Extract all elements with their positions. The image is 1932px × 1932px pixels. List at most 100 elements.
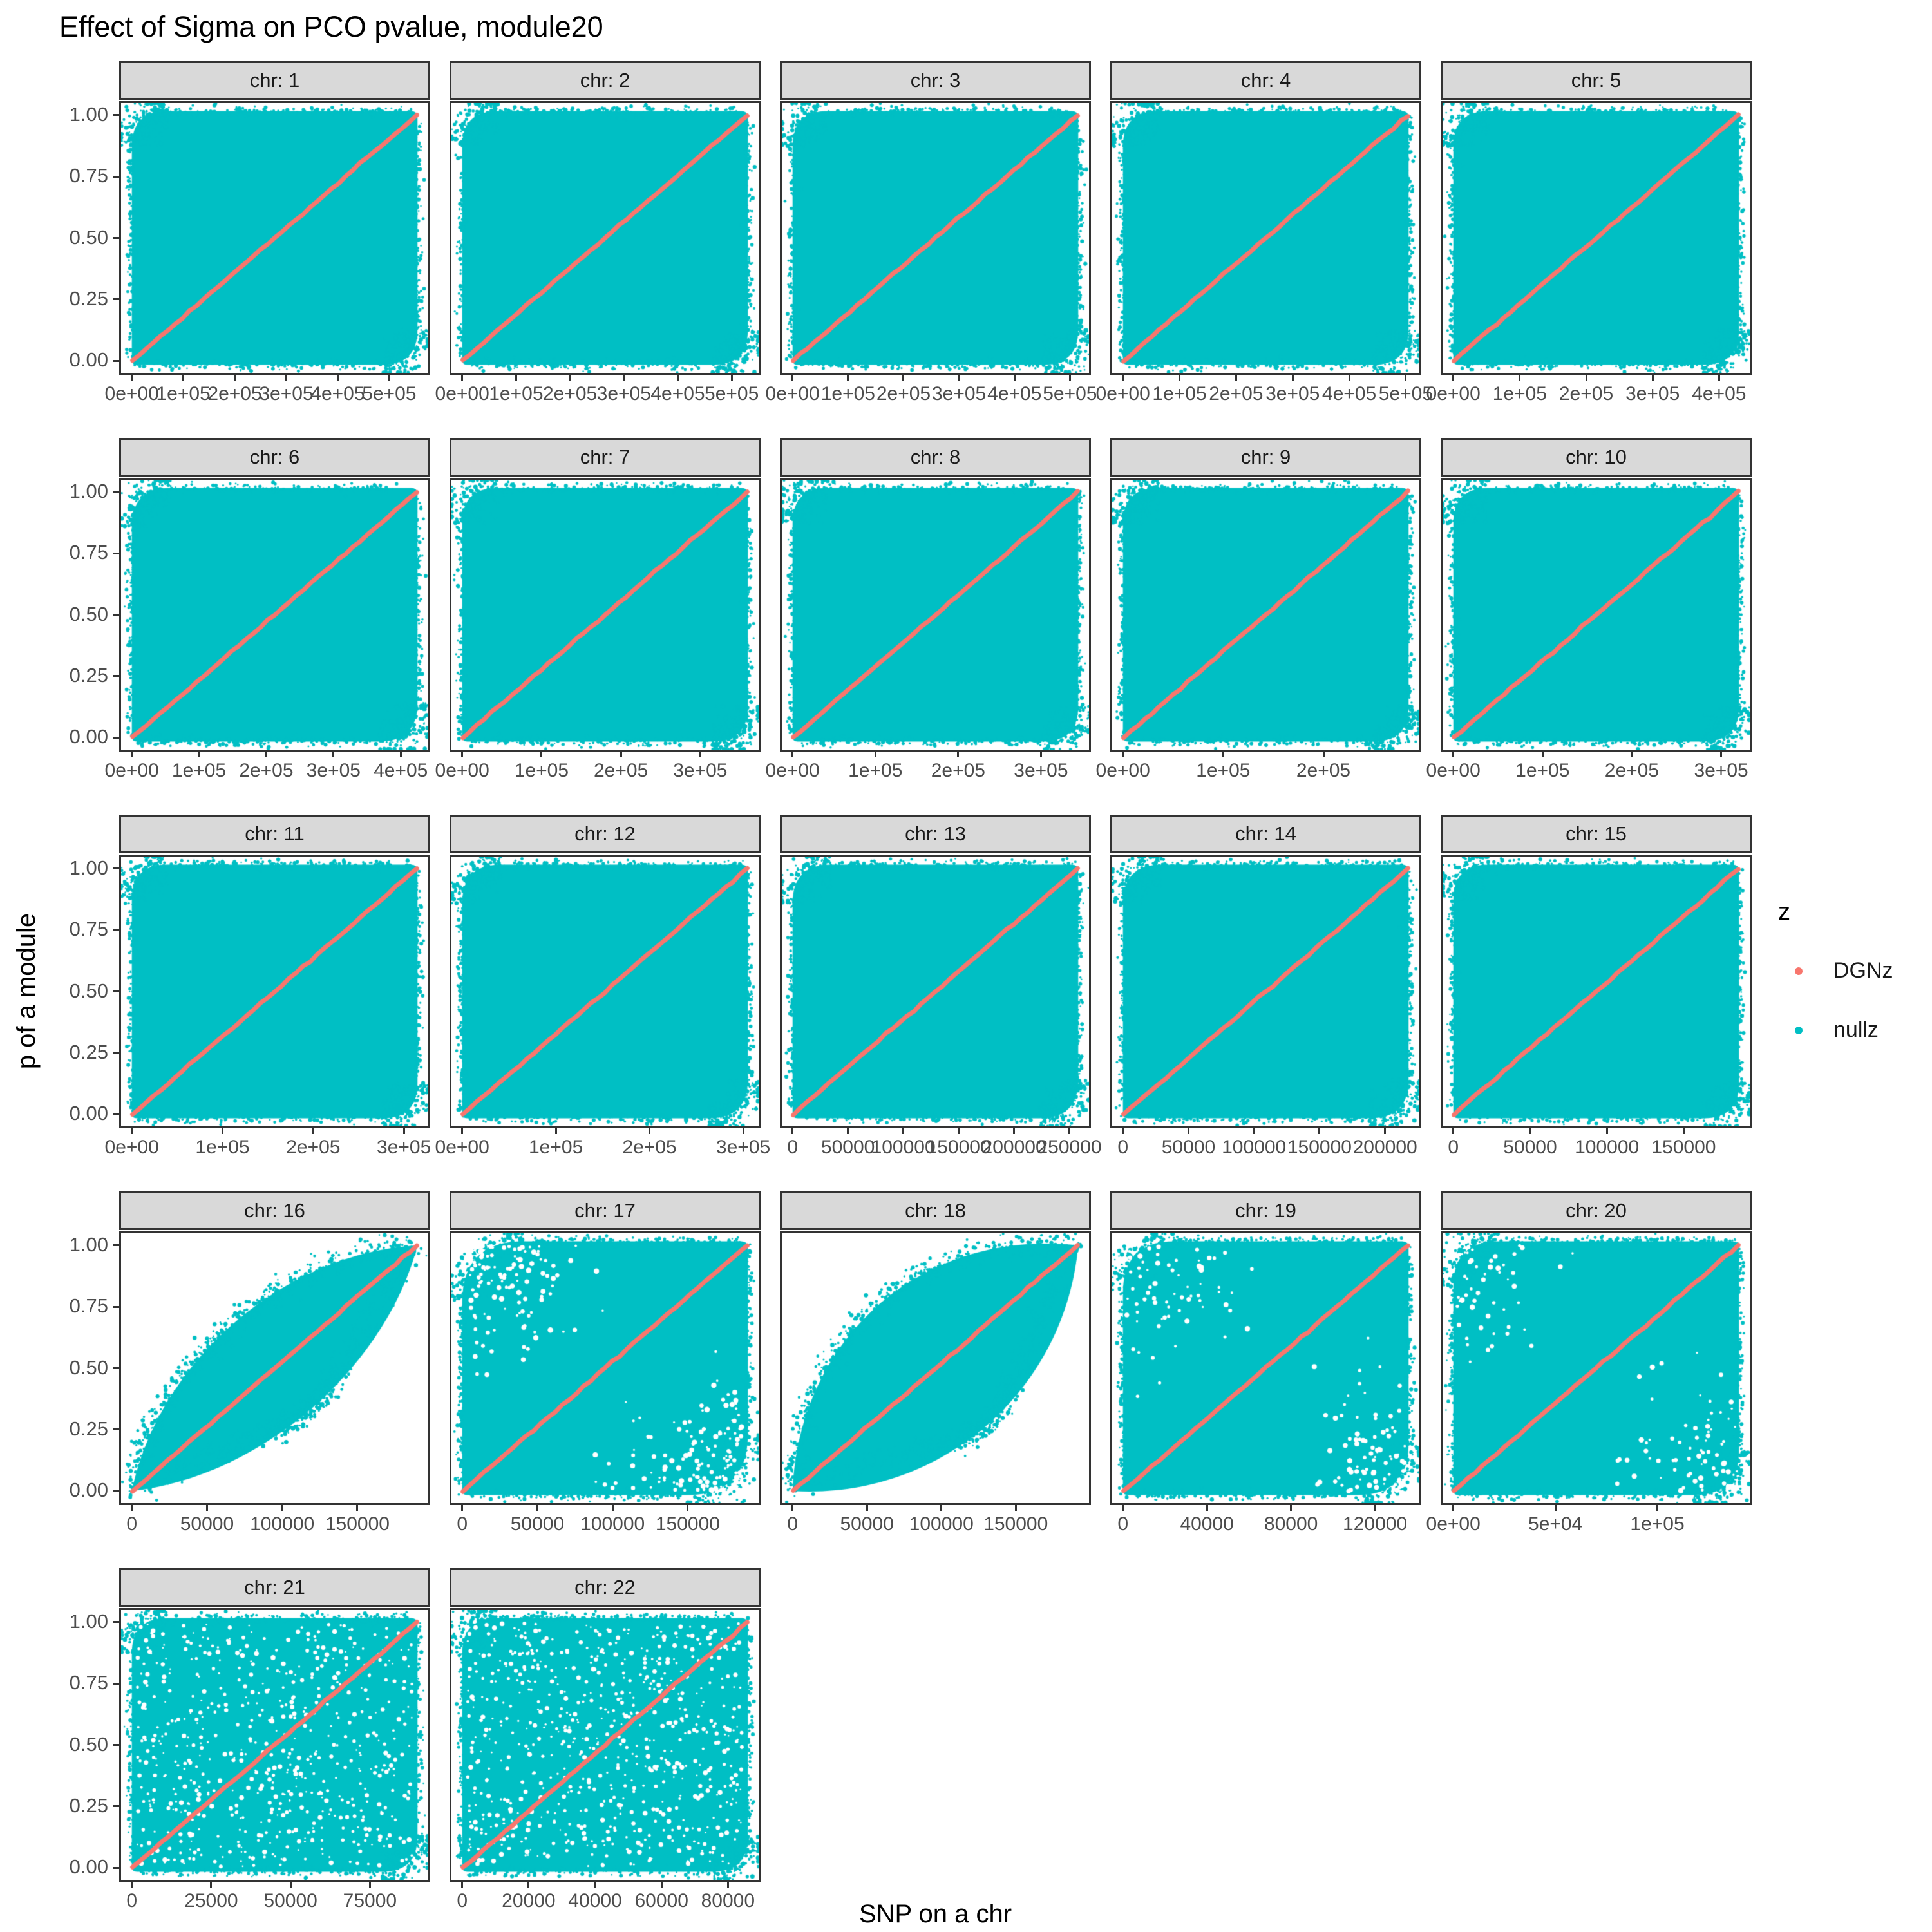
facet-strip: chr: 20 bbox=[1441, 1191, 1752, 1230]
x-tick-mark bbox=[265, 752, 267, 757]
x-tick-mark bbox=[1039, 752, 1042, 757]
y-tick-label: 0.50 bbox=[69, 1732, 108, 1756]
x-tick-mark bbox=[902, 1128, 905, 1134]
y-tick-mark bbox=[113, 114, 119, 117]
facet-16: chr: 16 0 50000 100000 150000 bbox=[119, 1191, 430, 1542]
x-tick-label: 5e+05 bbox=[1043, 383, 1097, 404]
x-tick-label: 0e+00 bbox=[1426, 383, 1481, 404]
y-tick-mark bbox=[113, 1052, 119, 1054]
x-axis-title: SNP on a chr bbox=[858, 1900, 1012, 1928]
facet-strip-label: chr: 14 bbox=[1235, 822, 1296, 845]
facet-strip-label: chr: 5 bbox=[1571, 69, 1622, 91]
x-tick-mark bbox=[131, 752, 133, 757]
scatter-canvas bbox=[121, 103, 428, 373]
x-tick-label: 0e+00 bbox=[1095, 760, 1150, 781]
scatter-canvas bbox=[782, 103, 1089, 373]
x-tick-label: 1e+05 bbox=[1152, 383, 1207, 404]
y-tick-label: 1.00 bbox=[69, 1609, 108, 1633]
scatter-canvas bbox=[121, 857, 428, 1126]
x-tick-mark bbox=[623, 375, 625, 381]
x-tick-mark bbox=[1014, 1505, 1017, 1511]
x-tick-label: 0e+00 bbox=[435, 383, 489, 404]
x-tick-label: 100000 bbox=[871, 1137, 936, 1158]
y-tick-label: 0.25 bbox=[69, 1794, 108, 1817]
x-tick-label: 0e+00 bbox=[435, 1137, 489, 1158]
x-tick-label: 0 bbox=[787, 1513, 799, 1535]
facet-10: chr: 10 0e+00 1e+05 2e+05 3e+05 bbox=[1426, 438, 1752, 789]
x-tick-label: 3e+05 bbox=[673, 760, 728, 781]
x-tick-mark bbox=[1122, 1505, 1124, 1511]
y-tick-mark bbox=[113, 298, 119, 301]
x-tick-mark bbox=[1253, 1128, 1255, 1134]
y-tick-mark bbox=[113, 1621, 119, 1624]
x-tick-mark bbox=[940, 1505, 943, 1511]
x-tick-mark bbox=[676, 375, 679, 381]
x-tick-label: 50000 bbox=[840, 1513, 894, 1535]
facet-strip: chr: 21 bbox=[119, 1568, 430, 1607]
x-tick-label: 2e+05 bbox=[931, 760, 985, 781]
facet-22: chr: 22 0 20000 40000 60000 80000 bbox=[450, 1568, 761, 1919]
x-tick-label: 50000 bbox=[510, 1513, 565, 1535]
x-tick-label: 2e+05 bbox=[594, 760, 649, 781]
y-tick-mark bbox=[113, 1682, 119, 1685]
x-tick-mark bbox=[461, 1505, 464, 1511]
x-tick-label: 75000 bbox=[343, 1890, 397, 1911]
scatter-canvas bbox=[1443, 480, 1750, 750]
x-tick-mark bbox=[554, 1128, 557, 1134]
x-tick-label: 50000 bbox=[180, 1513, 234, 1535]
y-tick-mark bbox=[113, 675, 119, 677]
facet-strip-label: chr: 9 bbox=[1240, 446, 1291, 468]
x-tick-mark bbox=[742, 1128, 744, 1134]
y-tick-label: 0.75 bbox=[69, 164, 108, 187]
x-tick-mark bbox=[866, 1505, 868, 1511]
x-tick-mark bbox=[234, 375, 236, 381]
scatter-panel bbox=[1110, 101, 1421, 375]
x-tick-mark bbox=[205, 1505, 208, 1511]
facet-21: chr: 21 0 25000 50000 75000 bbox=[119, 1568, 430, 1919]
x-tick-label: 100000 bbox=[580, 1513, 645, 1535]
facet-5: chr: 5 0e+00 1e+05 2e+05 3e+05 4e+05 bbox=[1426, 61, 1752, 412]
scatter-canvas bbox=[451, 857, 759, 1126]
y-tick-label: 0.50 bbox=[69, 1356, 108, 1379]
scatter-panel bbox=[1441, 1231, 1752, 1505]
x-tick-mark bbox=[1235, 375, 1237, 381]
facet-strip: chr: 2 bbox=[450, 61, 761, 100]
x-tick-label: 1e+05 bbox=[171, 760, 227, 781]
x-tick-mark bbox=[902, 375, 905, 381]
x-tick-label: 150000 bbox=[325, 1513, 390, 1535]
x-tick-label: 150000 bbox=[1287, 1137, 1352, 1158]
x-tick-mark bbox=[1605, 1128, 1608, 1134]
facet-strip: chr: 4 bbox=[1110, 61, 1421, 100]
scatter-panel bbox=[1441, 855, 1752, 1128]
x-tick-label: 80000 bbox=[701, 1890, 755, 1911]
x-tick-label: 100000 bbox=[1222, 1137, 1287, 1158]
x-tick-mark bbox=[332, 752, 335, 757]
scatter-panel bbox=[1441, 101, 1752, 375]
x-tick-mark bbox=[1322, 752, 1325, 757]
x-tick-label: 1e+05 bbox=[820, 383, 875, 404]
y-tick-mark bbox=[113, 736, 119, 739]
scatter-panel bbox=[1110, 1231, 1421, 1505]
x-tick-label: 3e+05 bbox=[715, 1137, 771, 1158]
x-tick-mark bbox=[1384, 1128, 1387, 1134]
x-tick-mark bbox=[726, 1882, 729, 1888]
facet-strip-label: chr: 15 bbox=[1566, 822, 1627, 845]
x-tick-mark bbox=[958, 375, 960, 381]
x-tick-label: 4e+05 bbox=[987, 383, 1042, 404]
x-tick-label: 3e+05 bbox=[1014, 760, 1068, 781]
x-tick-label: 4e+05 bbox=[1692, 383, 1747, 404]
y-tick-label: 0.25 bbox=[69, 663, 108, 687]
x-tick-mark bbox=[461, 1882, 464, 1888]
x-tick-label: 1e+05 bbox=[1492, 383, 1547, 404]
y-tick-mark bbox=[113, 359, 119, 362]
x-tick-mark bbox=[649, 1128, 651, 1134]
y-tick-label: 0.50 bbox=[69, 602, 108, 625]
x-tick-label: 3e+05 bbox=[377, 1137, 431, 1158]
facet-strip: chr: 14 bbox=[1110, 815, 1421, 853]
x-tick-label: 50000 bbox=[1161, 1137, 1216, 1158]
y-tick-label: 0.00 bbox=[69, 348, 108, 372]
x-tick-label: 3e+05 bbox=[1265, 383, 1320, 404]
x-tick-label: 2e+05 bbox=[1209, 383, 1264, 404]
x-tick-mark bbox=[791, 1505, 794, 1511]
x-tick-label: 0 bbox=[126, 1513, 138, 1535]
